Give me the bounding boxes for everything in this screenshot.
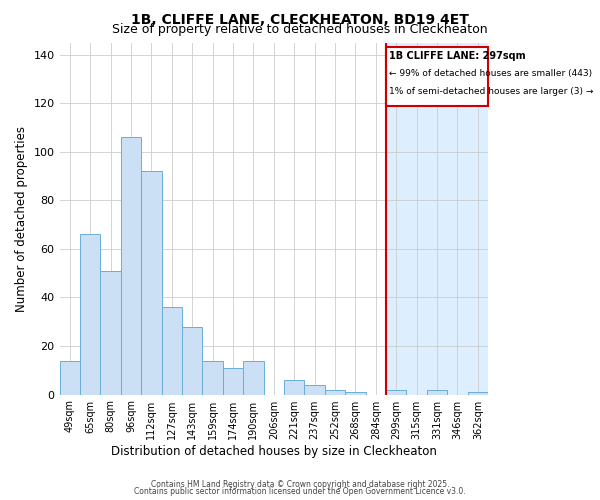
- Bar: [202, 360, 223, 394]
- Bar: [386, 390, 406, 394]
- Bar: [467, 392, 488, 394]
- Bar: [161, 307, 182, 394]
- Bar: [59, 360, 80, 394]
- Bar: [243, 360, 263, 394]
- FancyBboxPatch shape: [386, 48, 488, 106]
- X-axis label: Distribution of detached houses by size in Cleckheaton: Distribution of detached houses by size …: [111, 444, 437, 458]
- Bar: [223, 368, 243, 394]
- Text: 1% of semi-detached houses are larger (3) →: 1% of semi-detached houses are larger (3…: [389, 88, 593, 96]
- Bar: [80, 234, 100, 394]
- Text: Size of property relative to detached houses in Cleckheaton: Size of property relative to detached ho…: [112, 22, 488, 36]
- Text: ← 99% of detached houses are smaller (443): ← 99% of detached houses are smaller (44…: [389, 69, 592, 78]
- Bar: [427, 390, 447, 394]
- Bar: [182, 326, 202, 394]
- Y-axis label: Number of detached properties: Number of detached properties: [15, 126, 28, 312]
- Bar: [345, 392, 365, 394]
- Bar: [386, 42, 488, 395]
- Text: Contains HM Land Registry data © Crown copyright and database right 2025.: Contains HM Land Registry data © Crown c…: [151, 480, 449, 489]
- Bar: [284, 380, 304, 394]
- Bar: [427, 390, 447, 394]
- Text: 1B, CLIFFE LANE, CLECKHEATON, BD19 4ET: 1B, CLIFFE LANE, CLECKHEATON, BD19 4ET: [131, 12, 469, 26]
- Bar: [325, 390, 345, 394]
- Bar: [100, 270, 121, 394]
- Text: Contains public sector information licensed under the Open Government Licence v3: Contains public sector information licen…: [134, 488, 466, 496]
- Bar: [386, 390, 406, 394]
- Bar: [141, 171, 161, 394]
- Text: 1B CLIFFE LANE: 297sqm: 1B CLIFFE LANE: 297sqm: [389, 51, 526, 61]
- Bar: [304, 385, 325, 394]
- Bar: [121, 137, 141, 394]
- Bar: [467, 392, 488, 394]
